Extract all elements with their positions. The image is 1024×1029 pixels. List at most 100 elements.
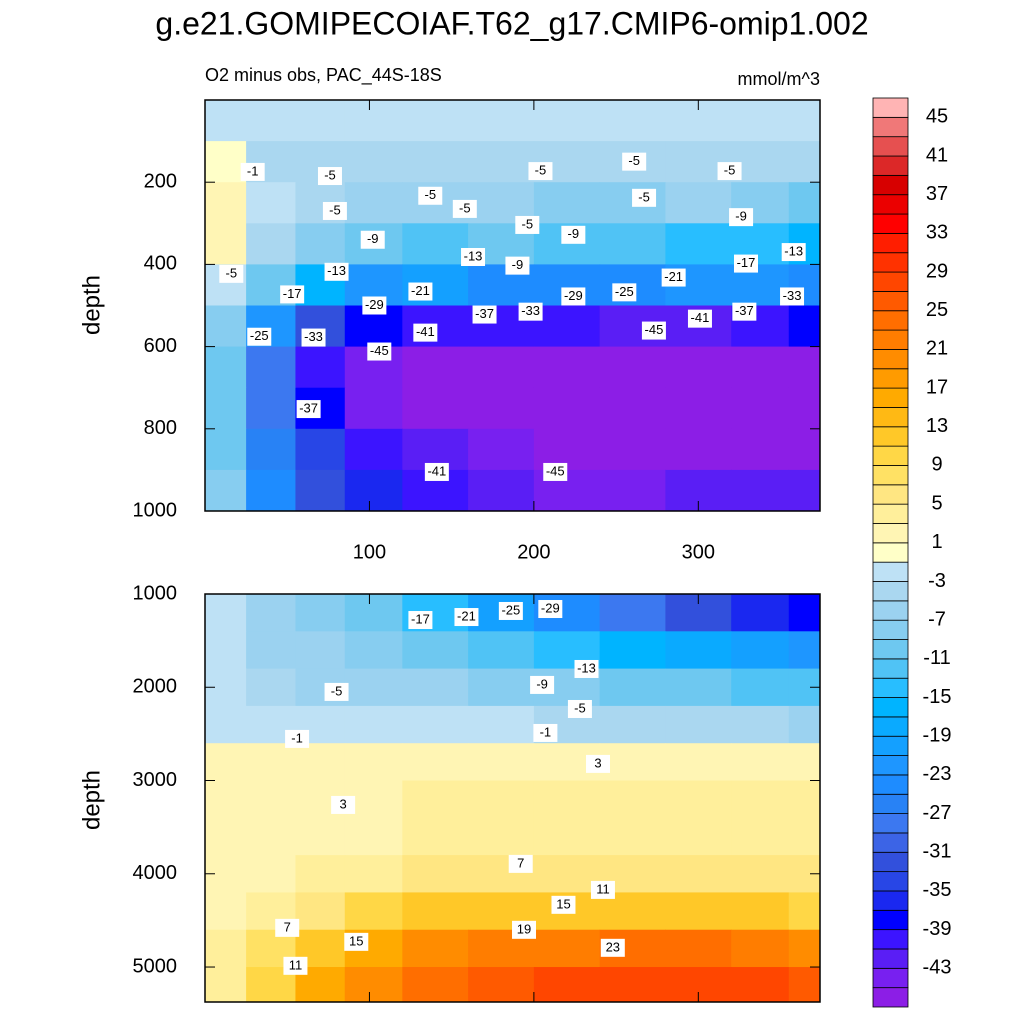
colorbar-box xyxy=(872,136,909,157)
contour-cell xyxy=(665,428,732,471)
contour-label-bg xyxy=(533,723,558,742)
contour-cell xyxy=(731,892,790,931)
contour-label-bg xyxy=(461,248,486,267)
colorbar-box xyxy=(872,291,909,312)
contour-cell xyxy=(246,223,296,265)
contour-cell xyxy=(468,346,535,389)
contour-cell xyxy=(295,817,346,856)
contour-label: -5 xyxy=(574,700,586,715)
y-tick-label: 1000 xyxy=(133,582,178,604)
contour-label-bg xyxy=(508,854,533,873)
contour-cell xyxy=(665,387,732,430)
colorbar-label: -3 xyxy=(928,570,946,592)
contour-cell xyxy=(205,223,247,265)
contour-label: 7 xyxy=(517,855,524,870)
contour-label-bg xyxy=(538,600,563,619)
contour-label: -21 xyxy=(664,269,683,284)
contour-cell xyxy=(246,631,296,670)
contour-label: 23 xyxy=(606,939,620,954)
colorbar-box xyxy=(872,387,909,408)
contour-cell xyxy=(246,780,296,819)
contour-cell xyxy=(533,967,601,1003)
contour-cell xyxy=(533,305,601,348)
contour-cell xyxy=(533,855,601,893)
colorbar-label: -39 xyxy=(923,918,952,940)
contour-label-bg xyxy=(498,601,523,620)
contour-label: -25 xyxy=(250,328,269,343)
contour-label: -29 xyxy=(564,288,583,303)
contour-cell xyxy=(665,855,732,893)
contour-label-bg xyxy=(622,152,647,171)
contour-cell xyxy=(788,929,821,968)
contour-cell xyxy=(344,817,403,856)
contour-label-bg xyxy=(452,199,477,218)
contour-label: -1 xyxy=(540,724,552,739)
contour-label: -13 xyxy=(327,263,346,278)
contour-cell xyxy=(205,469,247,512)
contour-cell xyxy=(788,892,821,931)
colorbar-box xyxy=(872,523,909,544)
contour-label: -9 xyxy=(367,231,379,246)
colorbar-box xyxy=(872,368,909,389)
contour-label-bg xyxy=(472,305,497,324)
contour-cell xyxy=(665,743,732,782)
colorbar-box xyxy=(872,310,909,331)
contour-label-bg xyxy=(612,283,637,302)
contour-label: 15 xyxy=(349,933,363,948)
contour-label-bg xyxy=(590,880,615,899)
contour-label-bg xyxy=(324,682,349,701)
contour-cell xyxy=(205,705,247,744)
contour-label-bg xyxy=(632,188,657,207)
contour-label: -13 xyxy=(464,248,483,263)
contour-label: -45 xyxy=(370,343,389,358)
colorbar-box xyxy=(872,252,909,273)
contour-label-bg xyxy=(331,795,356,814)
colorbar-box xyxy=(872,987,909,1008)
colorbar-box xyxy=(872,967,909,989)
contour-cell xyxy=(344,469,403,512)
contour-cell xyxy=(533,387,601,430)
colorbar-box xyxy=(872,619,909,640)
contour-cell xyxy=(344,387,403,430)
contour-cell xyxy=(731,346,790,389)
contour-cell xyxy=(205,100,247,142)
contour-label-bg xyxy=(360,230,385,249)
contour-label-bg xyxy=(586,754,611,773)
y-tick-label: 400 xyxy=(144,253,177,275)
contour-label-bg xyxy=(296,400,321,419)
contour-label: -5 xyxy=(535,163,547,178)
contour-cell xyxy=(731,780,790,819)
contour-label-bg xyxy=(561,287,586,306)
contour-cell xyxy=(295,892,346,931)
contour-cell xyxy=(731,817,790,856)
contour-cell xyxy=(599,967,666,1003)
colorbar-box xyxy=(872,929,909,950)
contour-label-bg xyxy=(418,186,443,205)
colorbar-label: -19 xyxy=(923,725,952,747)
colorbar-box xyxy=(872,581,909,602)
contour-cell xyxy=(665,705,732,744)
contour-cell xyxy=(246,469,296,512)
contour-label-bg xyxy=(780,287,805,306)
plot-frame xyxy=(204,99,821,512)
contour-cell xyxy=(468,100,535,142)
contour-cell xyxy=(295,223,346,265)
colorbar-box xyxy=(872,484,909,505)
contour-label-bg xyxy=(285,729,310,748)
colorbar-label: -35 xyxy=(923,879,952,901)
colorbar-box xyxy=(872,116,909,138)
contour-cell xyxy=(344,631,403,670)
contour-label-bg xyxy=(515,215,540,234)
contour-cell xyxy=(344,428,403,471)
contour-cell xyxy=(599,346,666,389)
contour-label: -5 xyxy=(638,189,650,204)
contour-cell xyxy=(599,817,666,856)
contour-label-bg xyxy=(362,296,387,315)
contour-cell xyxy=(788,817,821,856)
contour-label: 3 xyxy=(340,796,347,811)
contour-cell xyxy=(599,594,666,632)
colorbar-box xyxy=(872,813,909,834)
colorbar-label: -11 xyxy=(923,647,950,669)
contour-label-bg xyxy=(301,328,326,347)
